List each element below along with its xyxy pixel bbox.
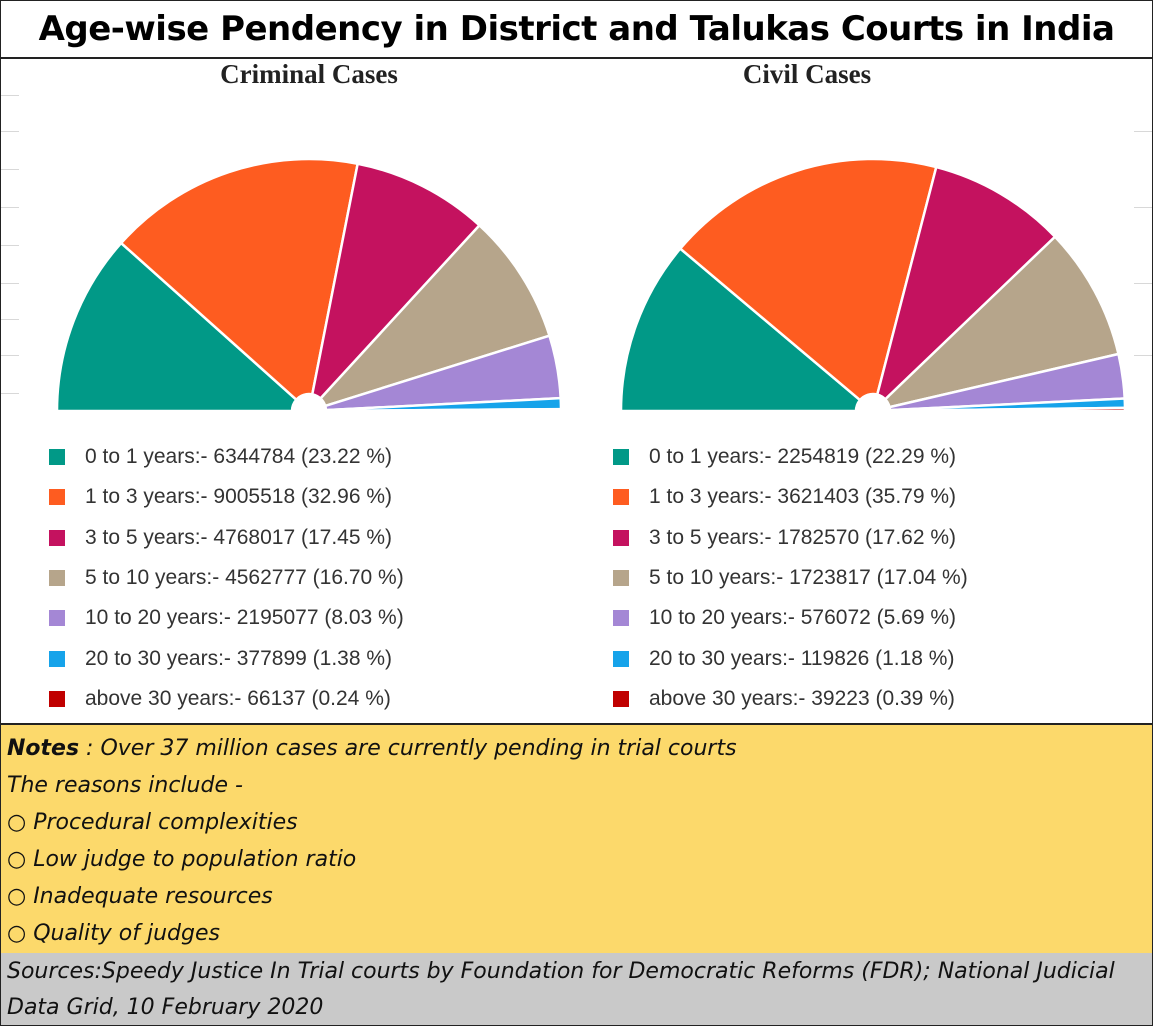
legend-item: 0 to 1 years:- 6344784 (23.22 %) bbox=[49, 437, 404, 477]
criminal-legend: 0 to 1 years:- 6344784 (23.22 %) 1 to 3 … bbox=[49, 437, 404, 719]
edge-tick bbox=[1, 245, 19, 246]
legend-label: 10 to 20 years:- 2195077 (8.03 %) bbox=[85, 606, 404, 630]
pie-slice bbox=[311, 162, 481, 400]
pie-slice bbox=[119, 157, 359, 401]
criminal-half-pie bbox=[55, 157, 563, 413]
legend-swatch bbox=[613, 489, 629, 506]
legend-swatch bbox=[49, 650, 65, 667]
legend-label: 0 to 1 years:- 6344784 (23.22 %) bbox=[85, 445, 393, 469]
legend-item: 1 to 3 years:- 9005518 (32.96 %) bbox=[49, 477, 404, 517]
pie-slice bbox=[619, 247, 862, 413]
legend-item: 1 to 3 years:- 3621403 (35.79 %) bbox=[613, 477, 968, 517]
legend-swatch bbox=[49, 489, 65, 506]
legend-label: 20 to 30 years:- 119826 (1.18 %) bbox=[649, 646, 955, 670]
legend-label: 5 to 10 years:- 1723817 (17.04 %) bbox=[649, 566, 968, 590]
edge-tick bbox=[1134, 355, 1152, 356]
legend-swatch bbox=[613, 690, 629, 707]
legend-item: 0 to 1 years:- 2254819 (22.29 %) bbox=[613, 437, 968, 477]
notes-text: : Over 37 million cases are currently pe… bbox=[79, 736, 737, 761]
civil-legend: 0 to 1 years:- 2254819 (22.29 %) 1 to 3 … bbox=[613, 437, 968, 719]
legend-item: 3 to 5 years:- 4768017 (17.45 %) bbox=[49, 518, 404, 558]
pie-slice bbox=[319, 224, 551, 408]
legend-label: 1 to 3 years:- 3621403 (35.79 %) bbox=[649, 485, 957, 509]
legend-swatch bbox=[613, 650, 629, 667]
reason-item: ○ Low judge to population ratio bbox=[7, 847, 357, 872]
legend-swatch bbox=[49, 690, 65, 707]
legend-label: 10 to 20 years:- 576072 (5.69 %) bbox=[649, 606, 957, 630]
notes-panel: Notes : Over 37 million cases are curren… bbox=[1, 723, 1152, 955]
edge-tick bbox=[1, 131, 19, 132]
legend-label: 3 to 5 years:- 4768017 (17.45 %) bbox=[85, 525, 393, 549]
legend-label: 1 to 3 years:- 9005518 (32.96 %) bbox=[85, 485, 393, 509]
edge-tick bbox=[1134, 131, 1152, 132]
charts-panel: Criminal Cases 0 to 1 years:- 6344784 (2… bbox=[1, 59, 1152, 723]
edge-tick bbox=[1, 207, 19, 208]
edge-tick bbox=[1, 355, 19, 356]
sources-line-2: Data Grid, 10 February 2020 bbox=[7, 995, 324, 1020]
legend-item: 20 to 30 years:- 377899 (1.38 %) bbox=[49, 638, 404, 678]
legend-label: above 30 years:- 66137 (0.24 %) bbox=[85, 686, 391, 710]
legend-swatch bbox=[49, 570, 65, 587]
edge-tick bbox=[1, 169, 19, 170]
pie-slice bbox=[55, 241, 298, 413]
legend-swatch bbox=[49, 449, 65, 466]
legend-label: 0 to 1 years:- 2254819 (22.29 %) bbox=[649, 445, 957, 469]
edge-tick bbox=[1134, 207, 1152, 208]
legend-item: 10 to 20 years:- 2195077 (8.03 %) bbox=[49, 598, 404, 638]
sources-panel: Sources:Speedy Justice In Trial courts b… bbox=[1, 953, 1152, 1025]
legend-item: above 30 years:- 66137 (0.24 %) bbox=[49, 679, 404, 719]
pie-slice bbox=[888, 406, 1127, 413]
pie-slice bbox=[324, 407, 563, 413]
reason-item: ○ Quality of judges bbox=[7, 921, 220, 946]
legend-swatch bbox=[613, 610, 629, 627]
civil-half-pie bbox=[619, 157, 1127, 413]
page-title: Age-wise Pendency in District and Taluka… bbox=[1, 1, 1152, 59]
legend-label: 20 to 30 years:- 377899 (1.38 %) bbox=[85, 646, 393, 670]
legend-label: 3 to 5 years:- 1782570 (17.62 %) bbox=[649, 525, 957, 549]
sources-line-1: Sources:Speedy Justice In Trial courts b… bbox=[7, 959, 1115, 984]
edge-tick bbox=[1, 283, 19, 284]
reason-item: ○ Procedural complexities bbox=[7, 810, 298, 835]
civil-chart-title: Civil Cases bbox=[742, 59, 872, 89]
criminal-chart-title: Criminal Cases bbox=[220, 59, 398, 89]
edge-tick bbox=[1, 319, 19, 320]
notes-label: Notes bbox=[7, 736, 80, 761]
legend-item: 5 to 10 years:- 4562777 (16.70 %) bbox=[49, 558, 404, 598]
edge-tick bbox=[1, 95, 19, 96]
pie-slice bbox=[679, 157, 938, 402]
reasons-intro: The reasons include - bbox=[7, 773, 243, 798]
legend-label: above 30 years:- 39223 (0.39 %) bbox=[649, 686, 955, 710]
legend-item: 5 to 10 years:- 1723817 (17.04 %) bbox=[613, 558, 968, 598]
reason-item: ○ Inadequate resources bbox=[7, 884, 273, 909]
pie-slice bbox=[884, 235, 1120, 409]
edge-tick bbox=[1134, 283, 1152, 284]
notes-headline: Notes : Over 37 million cases are curren… bbox=[7, 730, 737, 767]
legend-swatch bbox=[613, 570, 629, 587]
legend-item: 3 to 5 years:- 1782570 (17.62 %) bbox=[613, 518, 968, 558]
legend-swatch bbox=[49, 529, 65, 546]
legend-swatch bbox=[613, 529, 629, 546]
legend-label: 5 to 10 years:- 4562777 (16.70 %) bbox=[85, 566, 404, 590]
pie-slice bbox=[876, 165, 1057, 401]
legend-swatch bbox=[49, 610, 65, 627]
legend-item: 10 to 20 years:- 576072 (5.69 %) bbox=[613, 598, 968, 638]
legend-swatch bbox=[613, 449, 629, 466]
legend-item: 20 to 30 years:- 119826 (1.18 %) bbox=[613, 638, 968, 678]
legend-item: above 30 years:- 39223 (0.39 %) bbox=[613, 679, 968, 719]
edge-tick bbox=[1, 393, 19, 394]
